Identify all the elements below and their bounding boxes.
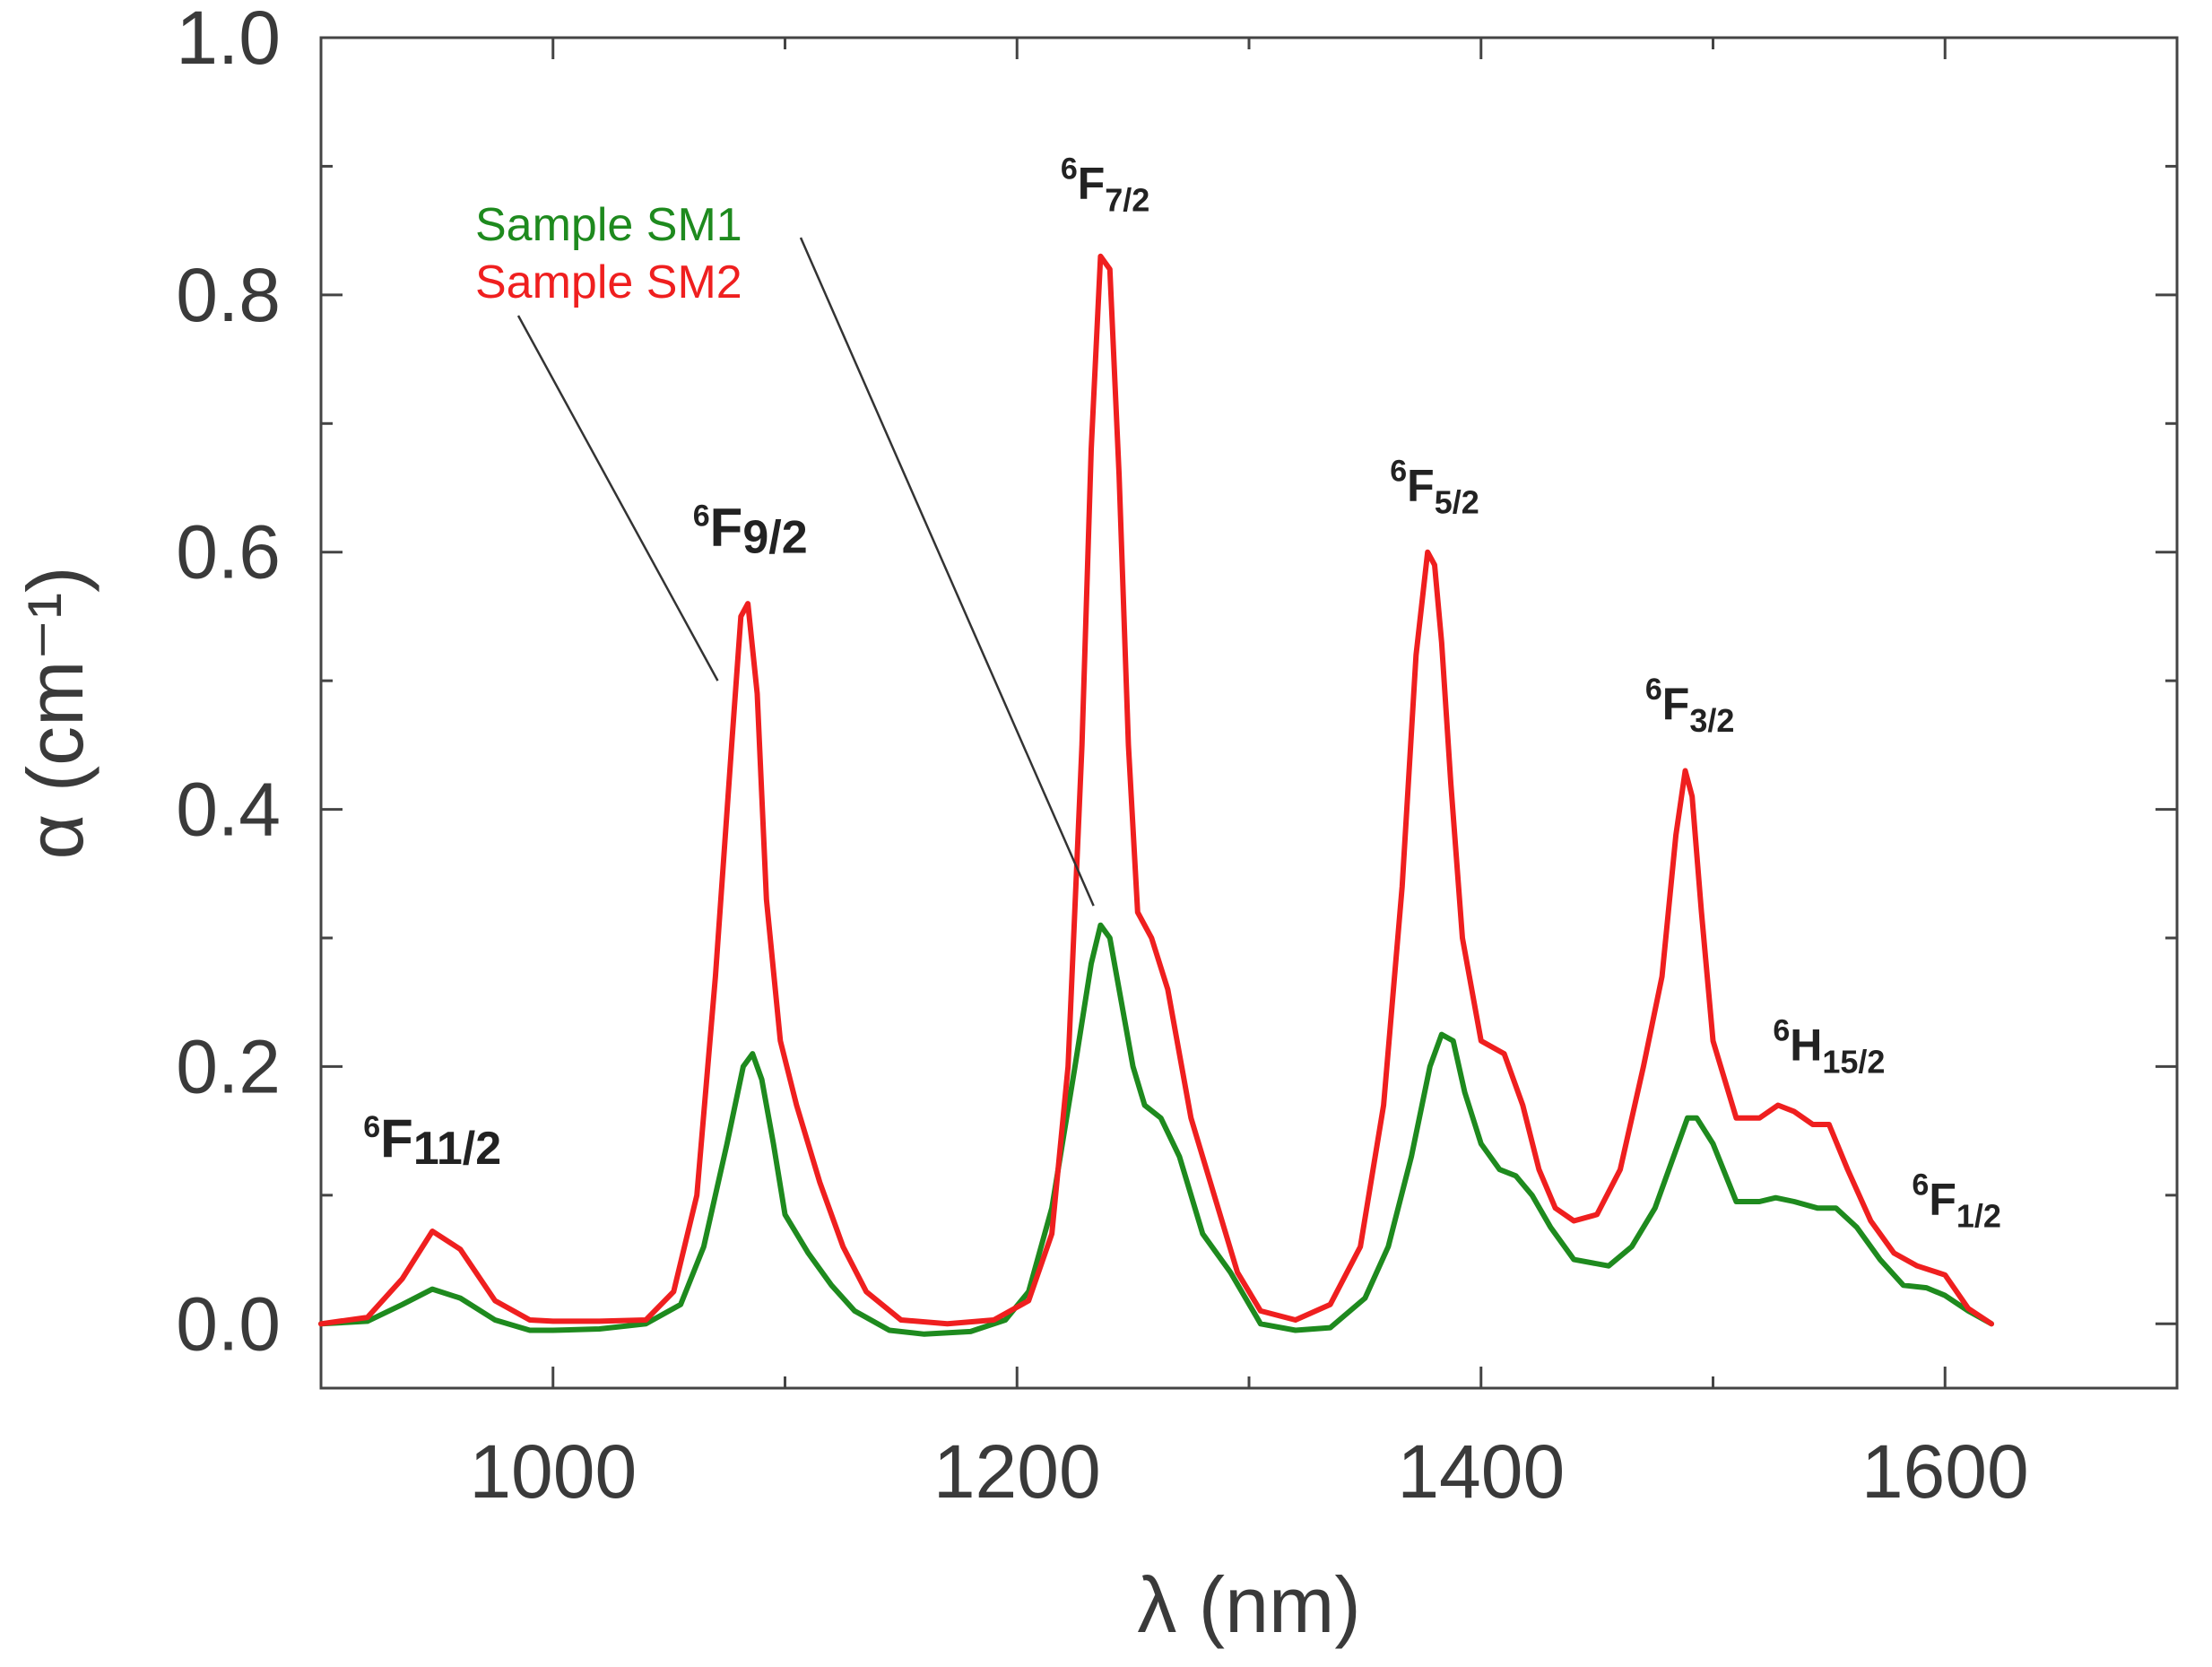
transition-label-base: F	[1407, 460, 1435, 510]
transition-label-sup: 6	[1061, 152, 1078, 186]
data-series	[318, 253, 1994, 1337]
transition-label: 6F5/2	[1390, 454, 1479, 520]
transition-label: 6F3/2	[1645, 673, 1735, 739]
transition-label-base: F	[1662, 679, 1690, 729]
y-tick-label: 1.0	[176, 0, 281, 80]
transition-label-sup: 6	[1773, 1013, 1790, 1047]
transition-label-sub: 11/2	[413, 1123, 501, 1175]
transition-label-sup: 6	[1912, 1168, 1929, 1202]
transition-label-sub: 7/2	[1105, 181, 1149, 218]
series-line-sample-sm1	[318, 922, 1994, 1337]
legend: Sample SM1 Sample SM2	[475, 199, 1095, 907]
transition-label-sup: 6	[1645, 673, 1662, 707]
y-axis-title: α (cm⁻¹)	[11, 567, 100, 860]
axis-ticks: 0.0 0.2 0.4 0.6 0.8 1.0 1000 1200 1400 1600	[176, 0, 2179, 1514]
transition-label: 6F7/2	[1061, 152, 1150, 218]
transition-label-base: F	[1078, 158, 1106, 208]
y-tick-label: 0.0	[176, 1281, 281, 1366]
y-tick-label: 0.4	[176, 768, 281, 852]
x-tick-label: 1600	[1861, 1429, 2029, 1514]
x-tick-label: 1400	[1397, 1429, 1565, 1514]
transition-label-sub: 15/2	[1822, 1043, 1885, 1080]
legend-sample-sm2: Sample SM2	[475, 256, 742, 308]
transition-label-sub: 5/2	[1435, 483, 1479, 520]
transition-label-base: F	[1929, 1174, 1956, 1224]
transition-label-base: F	[710, 498, 743, 558]
x-tick-label: 1200	[933, 1429, 1101, 1514]
transition-label-sup: 6	[693, 499, 710, 534]
transition-label: 6F9/2	[693, 498, 808, 564]
transition-label: 6F1/2	[1912, 1168, 2001, 1234]
transition-label-sub: 1/2	[1956, 1197, 2001, 1234]
legend-sample-sm1: Sample SM1	[475, 199, 742, 251]
transition-label-base: H	[1790, 1020, 1822, 1070]
x-tick-label: 1000	[469, 1429, 637, 1514]
transition-label-base: F	[380, 1108, 413, 1168]
legend-leader-line-sm2	[516, 315, 719, 682]
legend-leader-line-sm1	[799, 237, 1095, 907]
transition-label: 6F11/2	[363, 1108, 501, 1175]
y-tick-label: 0.6	[176, 510, 281, 595]
y-tick-label: 0.2	[176, 1024, 281, 1108]
transition-label: 6H15/2	[1773, 1013, 1885, 1080]
transition-label-sup: 6	[363, 1110, 380, 1144]
series-line-sample-sm2	[318, 253, 1994, 1327]
transition-label-sub: 9/2	[742, 512, 807, 564]
x-axis-title: λ (nm)	[1137, 1560, 1360, 1649]
transition-label-sup: 6	[1390, 454, 1407, 488]
y-tick-label: 0.8	[176, 253, 281, 337]
transition-label-sub: 3/2	[1689, 702, 1734, 739]
